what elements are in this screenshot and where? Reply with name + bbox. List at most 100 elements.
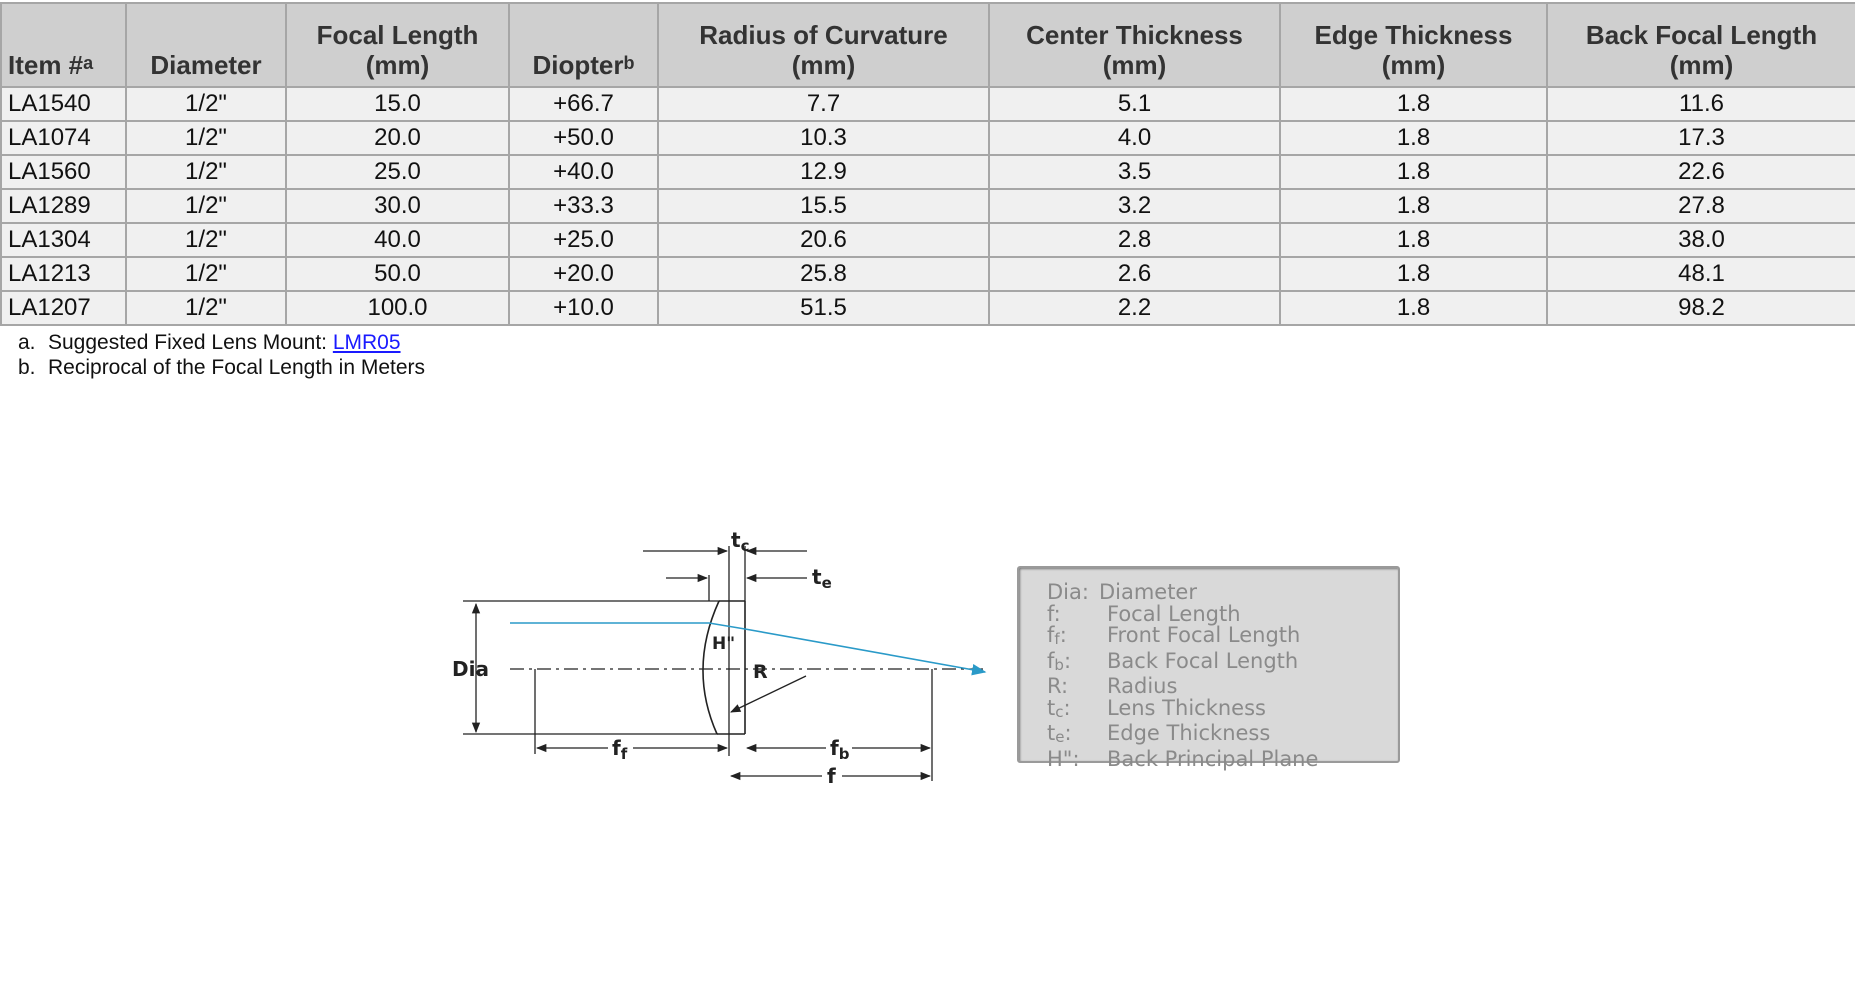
header-edge-thickness-label: Edge Thickness: [1314, 20, 1513, 50]
cell-item: LA1560: [0, 154, 127, 190]
legend-row-tc: tc: Lens Thickness: [1047, 695, 1266, 721]
cell-edge-thickness: 1.8: [1279, 120, 1548, 156]
legend-row-te: te: Edge Thickness: [1047, 721, 1271, 746]
cell-diopter: +25.0: [508, 222, 659, 258]
cell-center-thickness: 2.8: [988, 222, 1281, 258]
te-label: te: [812, 565, 832, 592]
cell-center-thickness: 5.1: [988, 86, 1281, 122]
table-row: LA1540 1/2" 15.0 +66.7 7.7 5.1 1.8 11.6: [0, 86, 1855, 122]
cell-radius: 51.5: [657, 290, 990, 326]
cell-radius: 15.5: [657, 188, 990, 224]
tc-label: tc: [731, 528, 749, 555]
header-back-focal-length-unit: (mm): [1669, 50, 1734, 80]
cell-diopter: +10.0: [508, 290, 659, 326]
legend-row-dia: Dia: Diameter: [1047, 580, 1197, 604]
cell-focal-length: 100.0: [285, 290, 510, 326]
cell-item: LA1540: [0, 86, 127, 122]
cell-edge-thickness: 1.8: [1279, 256, 1548, 292]
footnote-b-marker: b.: [18, 356, 36, 379]
cell-diameter: 1/2": [125, 120, 287, 156]
footnote-b-text: Reciprocal of the Focal Length in Meters: [48, 356, 426, 379]
table-row: LA1560 1/2" 25.0 +40.0 12.9 3.5 1.8 22.6: [0, 154, 1855, 190]
cell-focal-length: 40.0: [285, 222, 510, 258]
table-row: LA1074 1/2" 20.0 +50.0 10.3 4.0 1.8 17.3: [0, 120, 1855, 156]
header-edge-thickness: Edge Thickness (mm): [1279, 2, 1548, 88]
cell-back-focal-length: 98.2: [1546, 290, 1855, 326]
cell-radius: 25.8: [657, 256, 990, 292]
header-item: Item #a: [0, 2, 127, 88]
footnote-marker-b: b: [623, 53, 635, 73]
cell-focal-length: 20.0: [285, 120, 510, 156]
footnote-marker-a: a: [83, 53, 94, 73]
legend-row-fb: fb: Back Focal Length: [1047, 648, 1299, 674]
cell-diameter: 1/2": [125, 188, 287, 224]
lmr05-link[interactable]: LMR05: [332, 331, 401, 354]
cell-radius: 7.7: [657, 86, 990, 122]
cell-center-thickness: 3.2: [988, 188, 1281, 224]
header-diameter-label: Diameter: [150, 50, 262, 80]
cell-edge-thickness: 1.8: [1279, 86, 1548, 122]
ff-label: ff: [612, 736, 628, 763]
cell-back-focal-length: 38.0: [1546, 222, 1855, 258]
table-row: LA1304 1/2" 40.0 +25.0 20.6 2.8 1.8 38.0: [0, 222, 1855, 258]
cell-diameter: 1/2": [125, 222, 287, 258]
cell-diopter: +33.3: [508, 188, 659, 224]
cell-diopter: +20.0: [508, 256, 659, 292]
cell-back-focal-length: 27.8: [1546, 188, 1855, 224]
radius-arrow: [730, 675, 807, 713]
footnote-a: a. Suggested Fixed Lens Mount: LMR05: [18, 330, 425, 355]
cell-radius: 10.3: [657, 120, 990, 156]
lens-spec-table: Item #a Diameter Focal Length (mm) Diopte…: [0, 2, 1855, 326]
header-focal-length: Focal Length (mm): [285, 2, 510, 88]
legend-row-f: f: Focal Length: [1047, 601, 1241, 626]
cell-item: LA1207: [0, 290, 127, 326]
cell-center-thickness: 2.2: [988, 290, 1281, 326]
header-radius: Radius of Curvature (mm): [657, 2, 990, 88]
header-edge-thickness-unit: (mm): [1381, 50, 1446, 80]
cell-center-thickness: 4.0: [988, 120, 1281, 156]
header-center-thickness-label: Center Thickness: [1026, 20, 1243, 50]
cell-diameter: 1/2": [125, 256, 287, 292]
cell-diopter: +40.0: [508, 154, 659, 190]
radius-label: R: [753, 661, 768, 683]
lens-curved-surface: [702, 600, 720, 735]
cell-diameter: 1/2": [125, 154, 287, 190]
footnote-a-marker: a.: [18, 331, 36, 354]
cell-diameter: 1/2": [125, 290, 287, 326]
header-radius-label: Radius of Curvature: [699, 20, 948, 50]
header-diopter-label: Diopter: [532, 50, 624, 80]
header-radius-unit: (mm): [791, 50, 856, 80]
lens-diagram: Dia R H" tc te ff fb f: [452, 528, 987, 788]
lens-outline: [702, 600, 746, 735]
cell-item: LA1289: [0, 188, 127, 224]
cell-radius: 20.6: [657, 222, 990, 258]
footnotes: a. Suggested Fixed Lens Mount: LMR05 b. Re…: [18, 330, 425, 380]
cell-item: LA1304: [0, 222, 127, 258]
footnote-b: b. Reciprocal of the Focal Length in Mete…: [18, 355, 425, 380]
cell-item: LA1213: [0, 256, 127, 292]
fb-label: fb: [830, 736, 850, 763]
header-focal-length-label: Focal Length: [316, 20, 479, 50]
header-center-thickness: Center Thickness (mm): [988, 2, 1281, 88]
diagram-legend: Dia: Diameter f: Focal Length ff: Front Foc…: [1017, 566, 1400, 769]
cell-back-focal-length: 11.6: [1546, 86, 1855, 122]
light-ray: [510, 622, 987, 676]
cell-focal-length: 50.0: [285, 256, 510, 292]
cell-focal-length: 30.0: [285, 188, 510, 224]
cell-edge-thickness: 1.8: [1279, 188, 1548, 224]
dimension-arrows: [471, 546, 932, 781]
f-label: f: [827, 764, 836, 788]
cell-back-focal-length: 22.6: [1546, 154, 1855, 190]
footnote-a-text: Suggested Fixed Lens Mount:: [48, 331, 333, 354]
cell-edge-thickness: 1.8: [1279, 154, 1548, 190]
cell-diopter: +66.7: [508, 86, 659, 122]
cell-focal-length: 15.0: [285, 86, 510, 122]
cell-edge-thickness: 1.8: [1279, 290, 1548, 326]
table-header-row: Item #a Diameter Focal Length (mm) Diopte…: [0, 2, 1855, 88]
principal-plane-label: H": [712, 634, 735, 654]
cell-radius: 12.9: [657, 154, 990, 190]
header-item-label: Item #: [8, 50, 84, 80]
header-diopter: Diopterb: [508, 2, 659, 88]
dia-label: Dia: [452, 657, 489, 681]
legend-row-r: R: Radius: [1047, 674, 1178, 698]
